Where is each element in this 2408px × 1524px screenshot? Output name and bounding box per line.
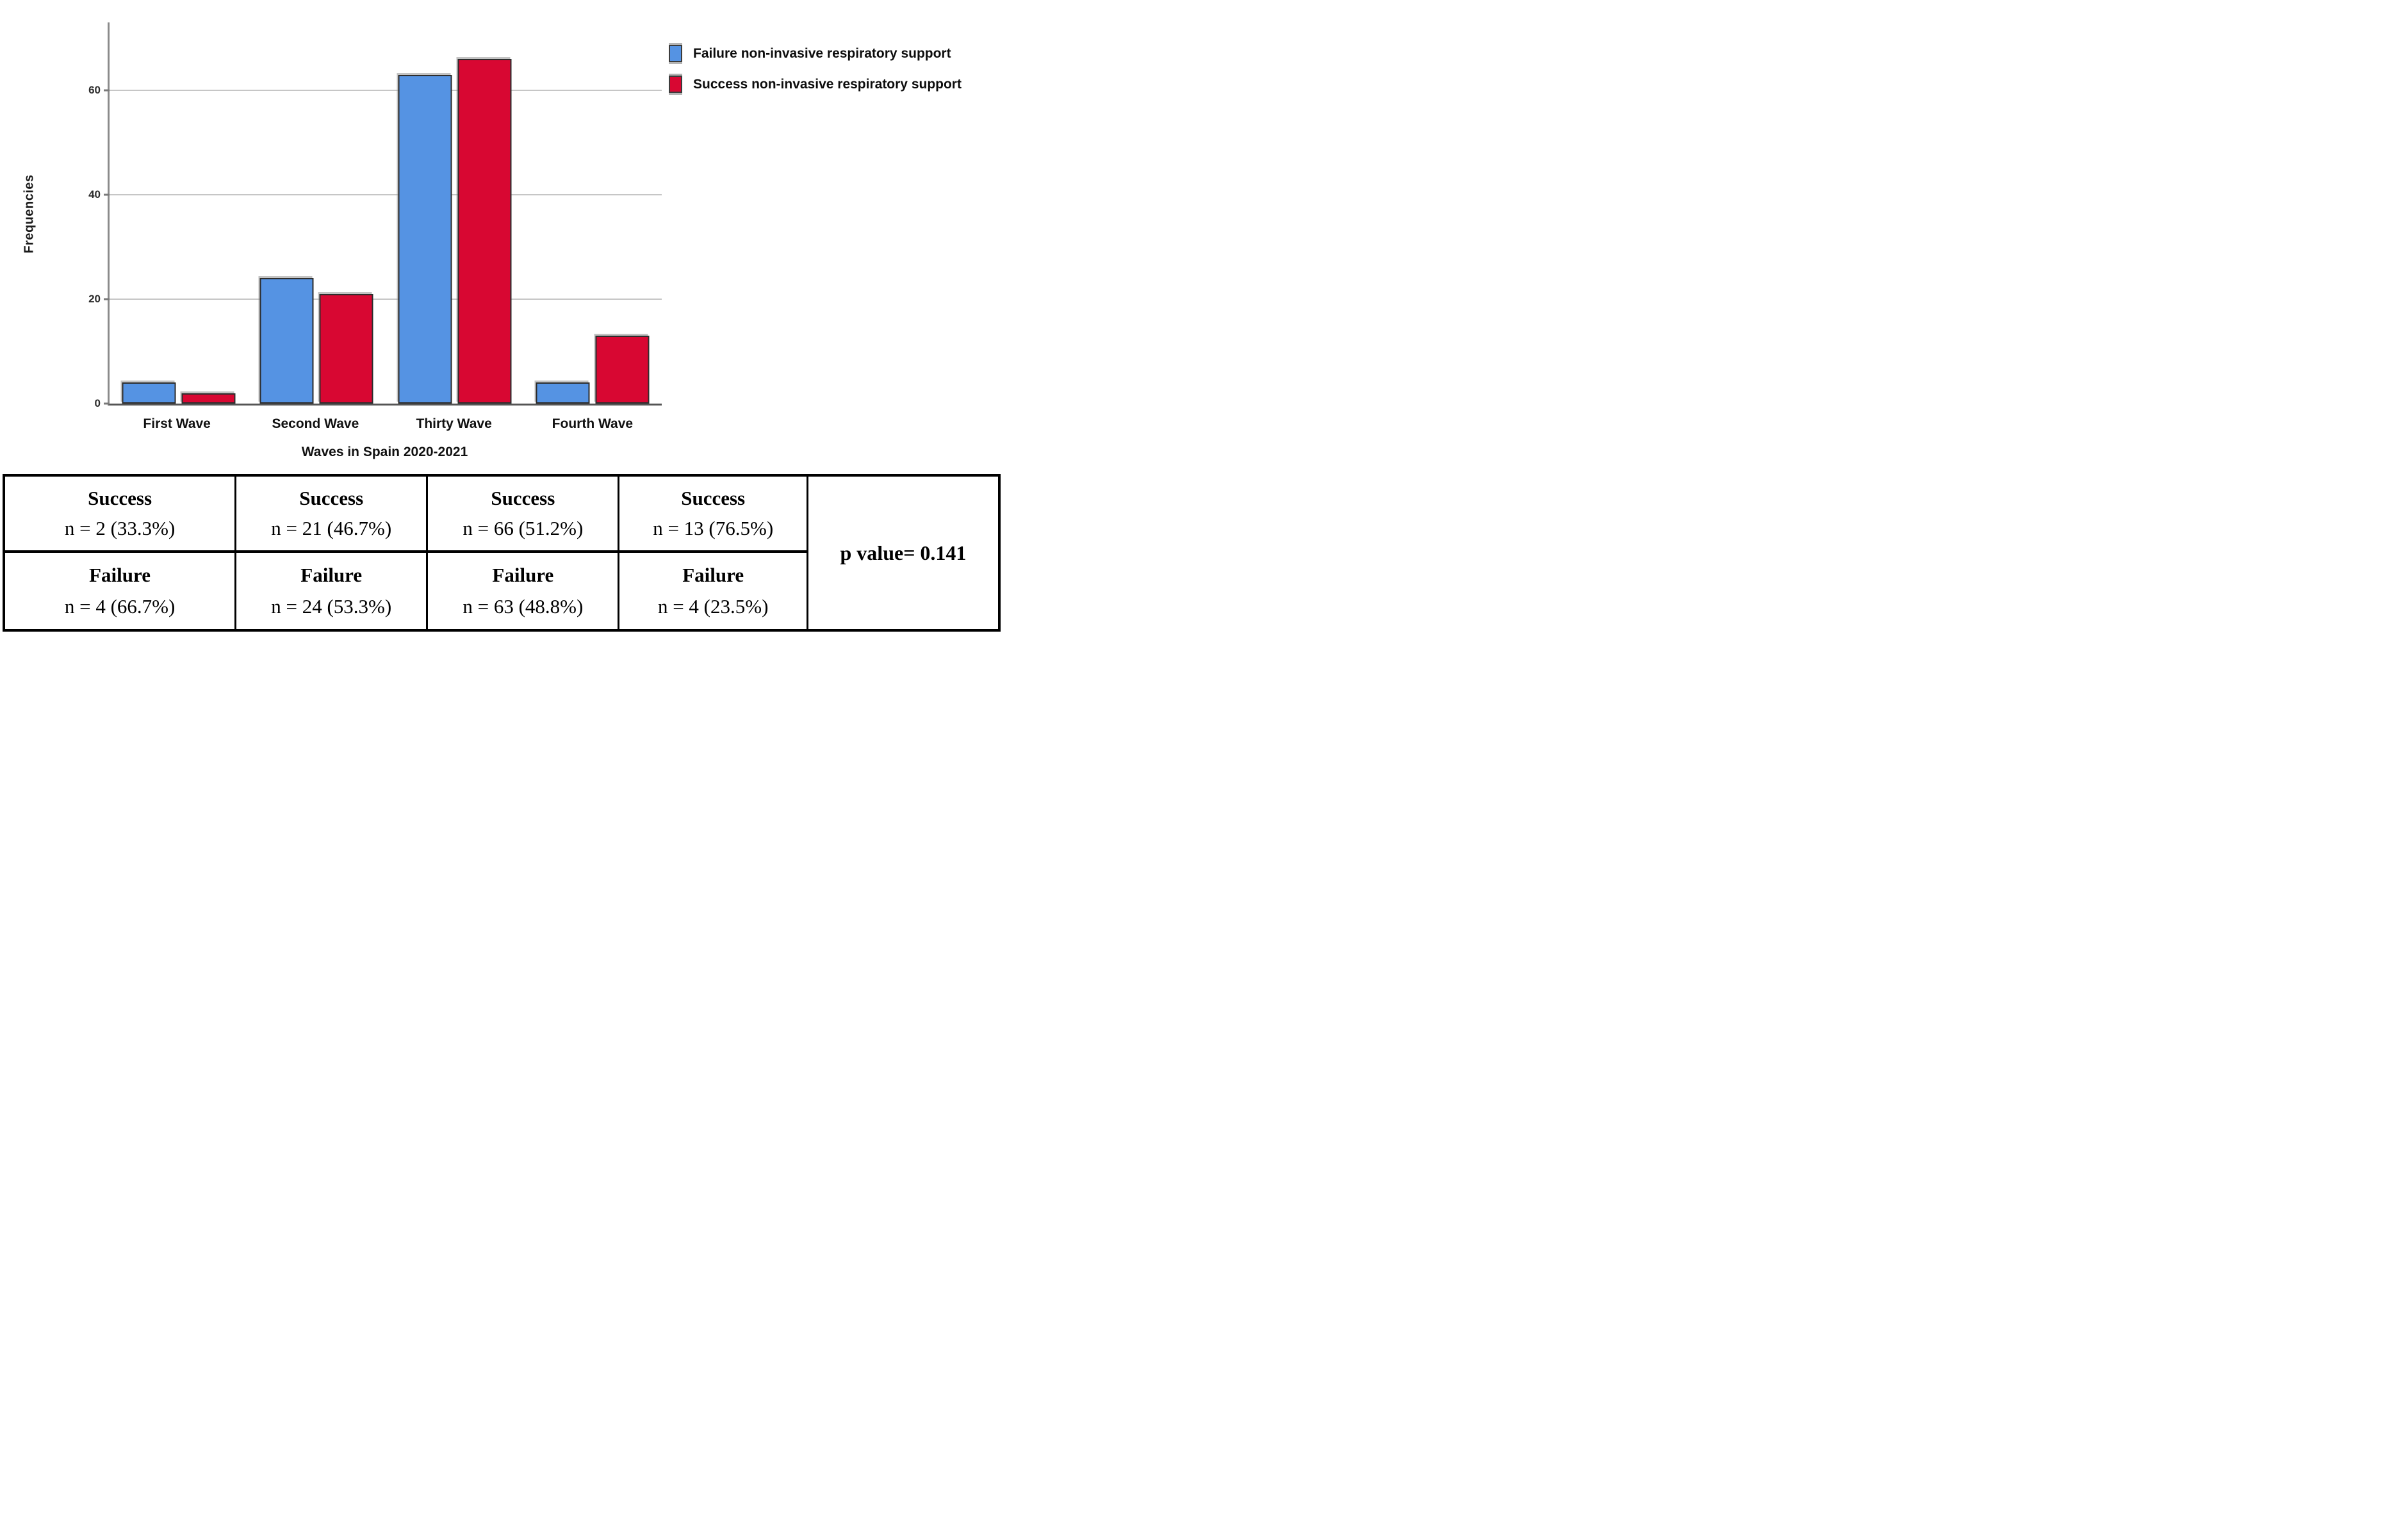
failure-value: n = 4 (66.7%) (64, 595, 176, 618)
success-label: Success (299, 486, 364, 509)
failure-value: n = 24 (53.3%) (271, 595, 392, 618)
success-value: n = 2 (33.3%) (64, 517, 176, 540)
bar-failure-thirty-wave (398, 74, 452, 404)
success-cell-first-wave: Success n = 2 (33.3%) (5, 477, 237, 553)
y-tick-label-0: 0 (94, 397, 101, 409)
y-tick-mark-60 (104, 89, 110, 92)
bar-success-thirty-wave (457, 59, 512, 404)
success-label: Success (88, 486, 152, 509)
y-tick-label-20: 20 (88, 293, 101, 305)
success-cell-fourth-wave: Success n = 13 (76.5%) (619, 477, 808, 553)
bar-failure-second-wave (259, 278, 314, 404)
bar-group-second-wave (259, 22, 373, 404)
y-tick-label-60: 60 (88, 83, 101, 96)
legend-label: Failure non-invasive respiratory support (693, 45, 951, 61)
legend-item-failure: Failure non-invasive respiratory support (669, 45, 962, 62)
gridline-20 (110, 299, 662, 300)
legend-color-swatch-success (669, 76, 682, 93)
bar-failure-fourth-wave (536, 382, 590, 404)
bar-success-second-wave (319, 293, 373, 404)
chart-legend: Failure non-invasive respiratory support… (669, 45, 962, 93)
bar-success-first-wave (181, 393, 236, 404)
success-value: n = 13 (76.5%) (653, 517, 774, 540)
failure-label: Failure (682, 564, 744, 586)
success-label: Success (681, 486, 746, 509)
failure-value: n = 63 (48.8%) (463, 595, 584, 618)
bar-group-fourth-wave (536, 22, 650, 404)
legend-label: Success non-invasive respiratory support (693, 76, 962, 92)
failure-label: Failure (89, 564, 151, 586)
success-cell-second-wave: Success n = 21 (46.7%) (236, 477, 429, 553)
p-value-text: p value= 0.141 (840, 541, 967, 564)
bar-group-thirty-wave (398, 22, 512, 404)
failure-cell-thirty-wave: Failure n = 63 (48.8%) (428, 553, 620, 629)
x-category-second-wave: Second Wave (272, 416, 359, 431)
gridline-60 (110, 89, 662, 91)
success-value: n = 21 (46.7%) (271, 517, 392, 540)
p-value-cell: p value= 0.141 (808, 477, 998, 629)
bar-success-fourth-wave (595, 336, 650, 404)
success-cell-thirty-wave: Success n = 66 (51.2%) (428, 477, 620, 553)
failure-cell-second-wave: Failure n = 24 (53.3%) (236, 553, 429, 629)
failure-label: Failure (492, 564, 554, 586)
y-tick-mark-0 (104, 402, 110, 405)
failure-cell-first-wave: Failure n = 4 (66.7%) (5, 553, 237, 629)
figure-noninvasive-respiratory-support: Frequencies 0 20 40 60 First Wave Second Wav… (0, 0, 1003, 635)
y-tick-mark-20 (104, 298, 110, 300)
bar-group-first-wave (122, 22, 236, 404)
x-category-thirty-wave: Thirty Wave (416, 416, 492, 431)
y-tick-label-40: 40 (88, 188, 101, 201)
summary-table: Success n = 2 (33.3%) Success n = 21 (46… (3, 474, 1001, 632)
grouped-bar-chart: Frequencies 0 20 40 60 First Wave Second Wav… (0, 0, 1003, 469)
failure-label: Failure (300, 564, 363, 586)
bar-failure-first-wave (122, 382, 176, 404)
x-axis-title: Waves in Spain 2020-2021 (301, 445, 468, 459)
plot-area: 0 20 40 60 (88, 22, 662, 409)
legend-item-success: Success non-invasive respiratory support (669, 76, 962, 93)
x-axis-category-labels: First Wave Second Wave Thirty Wave Fourth W… (108, 416, 662, 437)
failure-cell-fourth-wave: Failure n = 4 (23.5%) (619, 553, 808, 629)
failure-value: n = 4 (23.5%) (657, 595, 769, 618)
x-category-first-wave: First Wave (143, 416, 211, 431)
legend-color-swatch-failure (669, 45, 682, 62)
success-value: n = 66 (51.2%) (463, 517, 584, 540)
gridline-40 (110, 193, 662, 195)
success-label: Success (491, 486, 555, 509)
x-category-fourth-wave: Fourth Wave (552, 416, 634, 431)
y-tick-mark-40 (104, 193, 110, 196)
y-axis-title: Frequencies (22, 174, 37, 254)
